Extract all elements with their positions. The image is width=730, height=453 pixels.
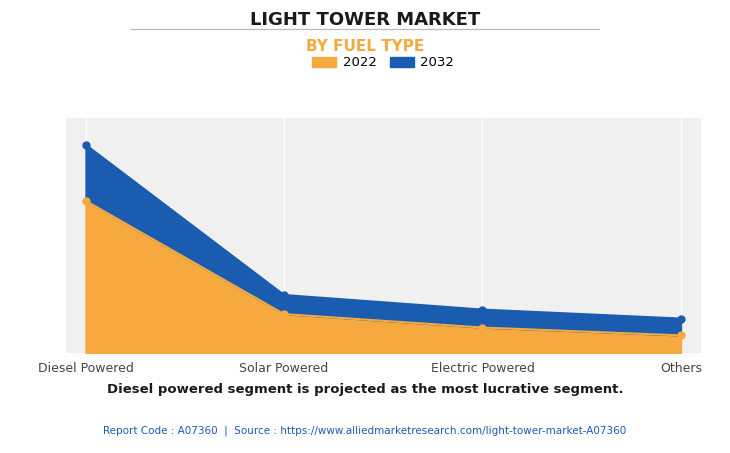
Legend: 2022, 2032: 2022, 2032 [310,54,457,72]
Text: Report Code : A07360  |  Source : https://www.alliedmarketresearch.com/light-tow: Report Code : A07360 | Source : https://… [104,426,626,436]
Text: Diesel powered segment is projected as the most lucrative segment.: Diesel powered segment is projected as t… [107,383,623,396]
Text: LIGHT TOWER MARKET: LIGHT TOWER MARKET [250,11,480,29]
Text: BY FUEL TYPE: BY FUEL TYPE [306,39,424,53]
